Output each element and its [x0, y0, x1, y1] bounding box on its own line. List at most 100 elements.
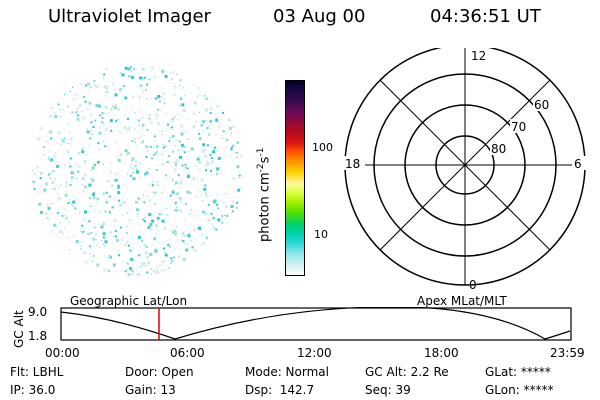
- uv-pixel: [195, 121, 197, 123]
- uv-pixel: [182, 108, 186, 112]
- uv-pixel: [163, 251, 166, 254]
- uv-pixel: [45, 182, 48, 186]
- uv-pixel: [135, 68, 138, 71]
- uv-pixel: [127, 118, 129, 120]
- uv-pixel: [72, 194, 75, 197]
- uv-pixel: [206, 127, 209, 130]
- uv-pixel: [75, 165, 77, 166]
- uv-pixel: [196, 157, 200, 161]
- uv-pixel: [154, 249, 158, 253]
- uv-pixel: [210, 128, 212, 130]
- uv-pixel: [180, 143, 184, 147]
- uv-pixel: [36, 137, 40, 141]
- uv-pixel: [156, 122, 158, 124]
- uv-pixel: [32, 152, 34, 154]
- uv-pixel: [212, 217, 215, 220]
- uv-pixel: [117, 191, 121, 195]
- uv-pixel: [178, 140, 181, 143]
- uv-pixel: [175, 131, 177, 133]
- uv-pixel: [99, 223, 103, 227]
- uv-pixel: [146, 83, 149, 86]
- uv-pixel: [213, 146, 216, 149]
- uv-pixel: [45, 212, 48, 215]
- uv-pixel: [221, 215, 224, 217]
- uv-pixel: [186, 167, 189, 170]
- uv-pixel: [64, 163, 66, 165]
- uv-pixel: [174, 205, 176, 207]
- uv-pixel: [59, 108, 61, 110]
- uv-pixel: [53, 202, 54, 204]
- uv-pixel: [67, 221, 70, 224]
- uv-pixel: [135, 200, 138, 204]
- uv-pixel: [162, 130, 164, 132]
- uv-pixel: [163, 103, 165, 104]
- uv-pixel: [212, 102, 214, 104]
- uv-pixel: [124, 243, 127, 246]
- uv-pixel: [48, 156, 50, 158]
- uv-pixel: [107, 145, 110, 148]
- uv-pixel: [174, 201, 177, 204]
- uv-pixel: [175, 181, 178, 184]
- uv-pixel: [161, 147, 163, 148]
- uv-pixel: [106, 201, 109, 204]
- uv-pixel: [101, 117, 104, 119]
- uv-pixel: [51, 180, 55, 184]
- uv-pixel: [38, 202, 42, 206]
- uv-pixel: [69, 142, 72, 145]
- uv-pixel: [91, 169, 93, 171]
- uv-pixel: [172, 189, 173, 191]
- uv-pixel: [183, 151, 186, 154]
- uv-pixel: [154, 191, 157, 194]
- uv-pixel: [182, 86, 184, 89]
- uv-pixel: [206, 162, 210, 166]
- uv-pixel: [211, 175, 213, 176]
- uv-pixel: [235, 155, 239, 159]
- uv-pixel: [175, 226, 178, 229]
- uv-pixel: [57, 212, 60, 214]
- uv-pixel: [137, 197, 140, 200]
- uv-pixel: [123, 139, 125, 141]
- uv-pixel: [123, 270, 126, 273]
- uv-pixel: [189, 208, 191, 210]
- uv-pixel: [179, 105, 181, 107]
- uv-pixel: [199, 229, 201, 231]
- uv-pixel: [114, 172, 118, 176]
- uv-pixel: [108, 211, 111, 214]
- uv-pixel: [237, 177, 240, 179]
- uv-pixel: [171, 203, 173, 205]
- uv-pixel: [207, 219, 211, 222]
- uv-pixel: [101, 112, 104, 115]
- uv-pixel: [169, 194, 172, 197]
- uv-pixel: [139, 96, 141, 98]
- uv-pixel: [90, 205, 92, 207]
- uv-pixel: [57, 193, 60, 196]
- uv-pixel: [200, 124, 203, 127]
- uv-pixel: [201, 234, 203, 236]
- uv-pixel: [154, 152, 158, 155]
- uv-pixel: [55, 225, 58, 228]
- uv-pixel: [114, 178, 118, 182]
- uv-pixel: [171, 86, 173, 88]
- uv-pixel: [131, 76, 135, 80]
- uv-pixel: [155, 224, 158, 227]
- uv-pixel: [52, 170, 55, 173]
- uv-pixel: [123, 114, 126, 117]
- uv-pixel: [177, 119, 179, 121]
- uv-pixel: [181, 103, 185, 107]
- uv-pixel: [172, 130, 174, 131]
- uv-pixel: [97, 221, 99, 223]
- uv-pixel: [144, 217, 146, 219]
- uv-pixel: [148, 117, 151, 120]
- uv-pixel: [113, 219, 117, 223]
- uv-pixel: [157, 271, 160, 274]
- uv-pixel: [141, 129, 143, 130]
- uv-pixel: [104, 245, 106, 247]
- uv-pixel: [68, 131, 71, 134]
- uv-pixel: [226, 222, 228, 224]
- lat-label-60: 60: [534, 98, 549, 112]
- uv-pixel: [150, 198, 152, 200]
- uv-pixel: [150, 268, 152, 270]
- uv-pixel: [232, 203, 234, 205]
- uv-pixel: [161, 260, 165, 263]
- uv-pixel: [202, 210, 206, 214]
